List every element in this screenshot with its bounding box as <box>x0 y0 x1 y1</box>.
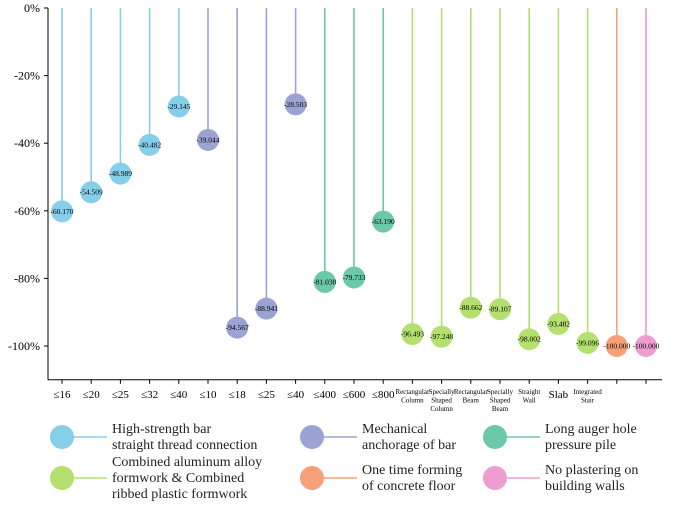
data-label: -40.482 <box>138 140 161 149</box>
x-tick-label: ≤32 <box>141 389 158 401</box>
data-point <box>138 133 161 156</box>
y-tick-label: -80% <box>14 271 40 285</box>
y-tick-label: -40% <box>14 136 40 150</box>
data-point <box>255 297 278 320</box>
data-label: -60.170 <box>50 207 73 216</box>
data-label: -89.107 <box>488 305 511 314</box>
x-tick-label: ≤16 <box>53 389 71 401</box>
data-point <box>576 331 599 354</box>
x-tick-label: Specially Shaped Beam <box>487 388 514 413</box>
data-label: -28.503 <box>284 100 307 109</box>
x-tick-labels: ≤16 ≤20 ≤25 ≤32 ≤40 ≤10 ≤18 ≤25 ≤40 ≤400 ≤600 ≤800 R… <box>53 388 602 413</box>
data-label: -100.000 <box>633 342 660 351</box>
data-label: -98.002 <box>518 335 541 344</box>
y-tick-label: 0% <box>24 1 40 15</box>
data-label: -81.038 <box>313 277 336 286</box>
data-point <box>284 93 307 116</box>
legend-marker <box>50 425 74 449</box>
x-tick-label: Slab <box>549 389 569 401</box>
legend-label: One time forming of concrete floor <box>362 463 462 494</box>
x-tick-label: Integrated Stair <box>573 388 602 405</box>
data-label: -88.662 <box>459 303 482 312</box>
data-label: -79.733 <box>342 273 365 282</box>
data-point <box>51 200 73 223</box>
data-label: -100.000 <box>603 342 630 351</box>
data-point <box>109 162 132 185</box>
legend-label: High-strength bar straight thread connect… <box>112 422 257 453</box>
data-point <box>80 181 103 204</box>
legend-label: Long auger hole pressure pile <box>545 422 637 453</box>
data-point <box>401 323 424 346</box>
legend-marker <box>483 425 507 449</box>
x-tick-label: ≤40 <box>287 389 305 401</box>
data-point <box>489 298 511 321</box>
data-point <box>226 316 249 339</box>
x-tick-label: ≤40 <box>170 389 188 401</box>
data-label: -93.482 <box>547 319 570 328</box>
x-tick-label: ≤400 <box>314 389 337 401</box>
x-tick-label: Straight Wall <box>518 388 540 405</box>
data-points: -60.170 -54.509 -48.989 -40.482 -29.145 -39.0… <box>50 93 660 357</box>
data-label: -29.145 <box>167 102 190 111</box>
data-point <box>372 210 395 233</box>
legend-marker <box>300 466 324 490</box>
stems <box>61 8 647 346</box>
y-tick-label: -20% <box>14 69 40 83</box>
data-label: -96.493 <box>401 330 424 339</box>
data-point <box>459 296 482 319</box>
x-tick-label: ≤10 <box>199 389 217 401</box>
data-point <box>635 335 657 357</box>
legend-item: Long auger hole pressure pile <box>483 422 637 453</box>
data-label: -88.941 <box>255 304 278 313</box>
legend-label: No plastering on building walls <box>545 463 638 494</box>
legend-item: Combined aluminum alloy formwork & Combin… <box>50 455 262 502</box>
legend-marker <box>50 466 74 490</box>
legend-item: No plastering on building walls <box>483 463 638 494</box>
data-label: -94.567 <box>226 323 249 332</box>
data-point <box>518 328 541 351</box>
x-tick-label: ≤25 <box>112 389 130 401</box>
legend-label: Combined aluminum alloy formwork & Combin… <box>112 455 262 502</box>
legend-marker <box>483 466 507 490</box>
data-label: -48.989 <box>109 169 132 178</box>
legend: High-strength bar straight thread connect… <box>50 422 638 502</box>
data-point <box>547 312 570 335</box>
data-point <box>167 95 190 118</box>
x-tick-label: ≤600 <box>343 389 366 401</box>
data-label: -63.190 <box>372 217 395 226</box>
data-label: -39.044 <box>196 135 219 144</box>
axes: 0% -20% -40% -60% -80% -100% <box>8 1 662 384</box>
data-label: -99.096 <box>576 338 599 347</box>
x-tick-label: ≤800 <box>372 389 395 401</box>
legend-item: One time forming of concrete floor <box>300 463 462 494</box>
x-tick-label: ≤25 <box>258 389 276 401</box>
data-label: -54.509 <box>80 188 103 197</box>
x-tick-label: Specially Shaped Column <box>429 388 456 413</box>
data-point <box>313 270 336 293</box>
x-tick-label: ≤20 <box>83 389 101 401</box>
legend-label: Mechanical anchorage of bar <box>362 422 456 453</box>
x-tick-label: Rectangular Column <box>395 388 429 405</box>
y-tick-label: -60% <box>14 204 40 218</box>
y-tick-label: -100% <box>8 339 40 353</box>
legend-marker <box>300 425 324 449</box>
legend-item: Mechanical anchorage of bar <box>300 422 456 453</box>
x-tick-label: Rectangular Beam <box>454 388 488 405</box>
data-point <box>605 335 628 357</box>
data-point <box>430 325 453 348</box>
x-tick-label: ≤18 <box>229 389 247 401</box>
data-point <box>343 266 365 289</box>
data-label: -97.248 <box>430 332 453 341</box>
legend-item: High-strength bar straight thread connect… <box>50 422 257 453</box>
data-point <box>197 128 219 151</box>
